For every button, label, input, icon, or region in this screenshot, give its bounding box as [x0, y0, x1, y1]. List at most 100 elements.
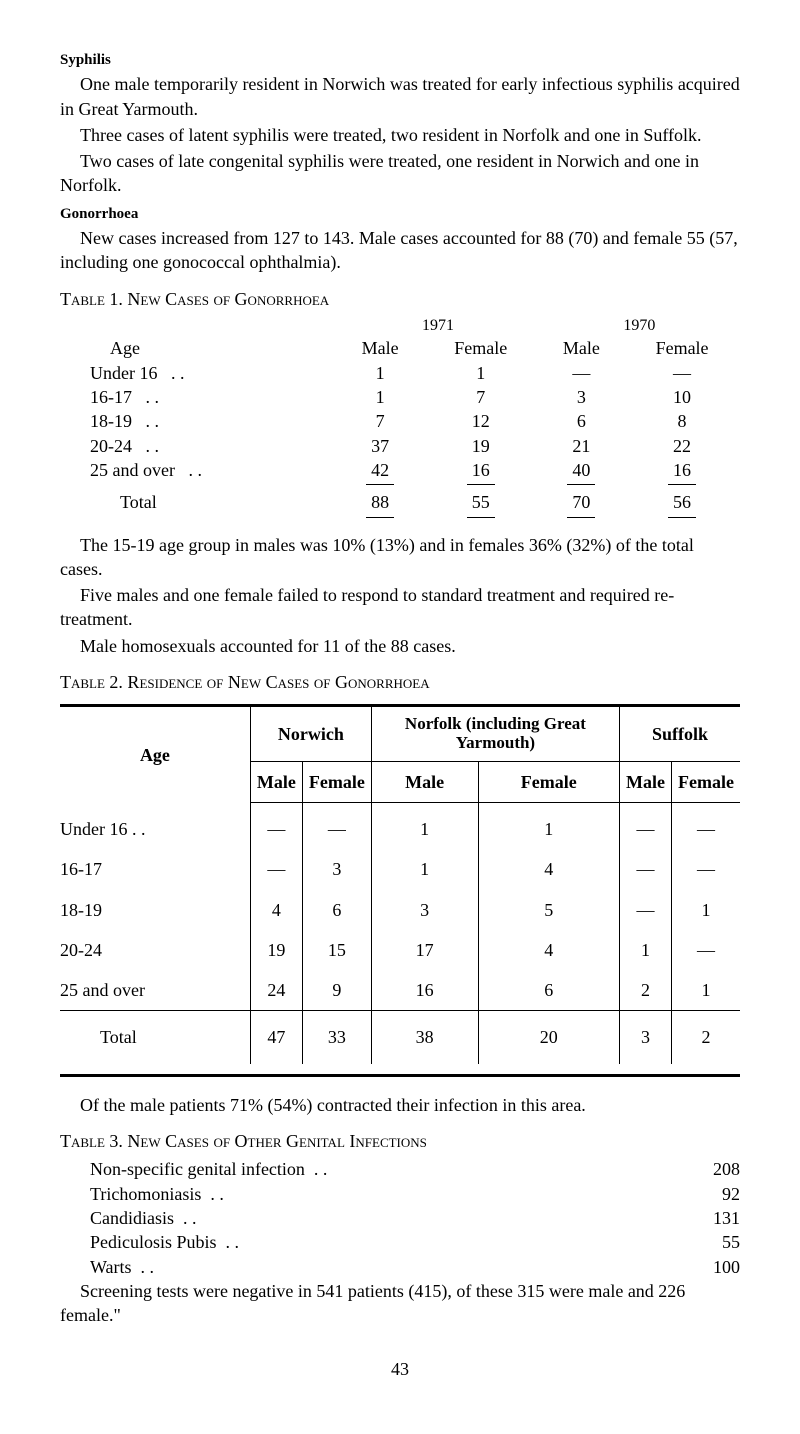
- table1-cell: 16: [624, 458, 740, 482]
- table1-cell: 19: [423, 434, 539, 458]
- table3-value: 55: [690, 1230, 740, 1254]
- table2-cell: 17: [371, 930, 478, 970]
- table2-cell: 1: [672, 970, 740, 1011]
- table2-cell: —: [620, 890, 672, 930]
- table2-cell: 15: [302, 930, 371, 970]
- table2-cell: 24: [250, 970, 302, 1011]
- table2-sub-f0: Female: [302, 761, 371, 802]
- table1-cell: 1: [337, 385, 422, 409]
- table2-after: Of the male patients 71% (54%) contracte…: [60, 1093, 740, 1117]
- table2-cell: 19: [250, 930, 302, 970]
- table2-cell: 4: [478, 849, 620, 889]
- table2-sub-m2: Male: [620, 761, 672, 802]
- table2-cell: 16: [371, 970, 478, 1011]
- syphilis-p3: Two cases of late congenital syphilis we…: [60, 149, 740, 198]
- table1-col-female1: Female: [423, 336, 539, 360]
- table3-after: Screening tests were negative in 541 pat…: [60, 1279, 740, 1328]
- table3-row: Pediculosis Pubis . . 55: [90, 1230, 740, 1254]
- table2-cell: —: [620, 803, 672, 850]
- table1-cell: 22: [624, 434, 740, 458]
- table3-label: Warts . .: [90, 1255, 154, 1279]
- syphilis-p1: One male temporarily resident in Norwich…: [60, 72, 740, 121]
- table2-row-age: Under 16 . .: [60, 803, 250, 850]
- table2-cell: 3: [302, 849, 371, 889]
- table1-cell: 6: [539, 409, 624, 433]
- syphilis-heading: Syphilis: [60, 50, 740, 70]
- table1-year2: 1970: [539, 315, 740, 337]
- table1-cell: 1: [423, 361, 539, 385]
- table3-title: Table 3. New Cases of Other Genital Infe…: [60, 1129, 740, 1153]
- table2-group-0: Norwich: [250, 706, 371, 761]
- table1-after3: Male homosexuals accounted for 11 of the…: [60, 634, 740, 658]
- table2-cell: —: [250, 803, 302, 850]
- table1-row-age: 18-19 . .: [60, 409, 337, 433]
- table2-total-5: 2: [672, 1011, 740, 1064]
- table1-after1: The 15-19 age group in males was 10% (13…: [60, 533, 740, 582]
- table2-cell: 2: [620, 970, 672, 1011]
- table3-value: 100: [690, 1255, 740, 1279]
- table3-row: Non-specific genital infection . . 208: [90, 1157, 740, 1181]
- table3-value: 92: [690, 1182, 740, 1206]
- table2-cell: 6: [302, 890, 371, 930]
- table3-label: Pediculosis Pubis . .: [90, 1230, 239, 1254]
- table1-total-label: Total: [60, 490, 337, 514]
- table1-title: Table 1. New Cases of Gonorrhoea: [60, 287, 740, 311]
- table1-col-male1: Male: [337, 336, 422, 360]
- table1-cell: 16: [423, 458, 539, 482]
- table1-cell: 42: [337, 458, 422, 482]
- table1-row-age: 25 and over . .: [60, 458, 337, 482]
- table2-cell: —: [620, 849, 672, 889]
- table2-row-age: 18-19: [60, 890, 250, 930]
- table2-row-age: 25 and over: [60, 970, 250, 1011]
- table2-cell: —: [672, 849, 740, 889]
- table2-cell: 6: [478, 970, 620, 1011]
- table3-value: 131: [690, 1206, 740, 1230]
- table2-total-0: 47: [250, 1011, 302, 1064]
- gonorrhoea-p1: New cases increased from 127 to 143. Mal…: [60, 226, 740, 275]
- table2-cell: —: [250, 849, 302, 889]
- table2-cell: 9: [302, 970, 371, 1011]
- table2-row-age: 16-17: [60, 849, 250, 889]
- table2-cell: 4: [250, 890, 302, 930]
- table2-col-age: Age: [60, 706, 250, 803]
- table1-total-f1: 55: [423, 490, 539, 514]
- page-number: 43: [60, 1357, 740, 1381]
- table1-row-age: 16-17 . .: [60, 385, 337, 409]
- syphilis-p2: Three cases of latent syphilis were trea…: [60, 123, 740, 147]
- table2: Age Norwich Norfolk (including Great Yar…: [60, 704, 740, 1063]
- table1-total-m2: 70: [539, 490, 624, 514]
- table1-col-age: Age: [60, 336, 337, 360]
- table1-cell: 1: [337, 361, 422, 385]
- table1-row-age: 20-24 . .: [60, 434, 337, 458]
- table2-cell: 1: [371, 849, 478, 889]
- table2-cell: 1: [620, 930, 672, 970]
- table3-label: Trichomoniasis . .: [90, 1182, 224, 1206]
- table2-total-3: 20: [478, 1011, 620, 1064]
- table3-row: Warts . . 100: [90, 1255, 740, 1279]
- table1-cell: 37: [337, 434, 422, 458]
- table2-group-2: Suffolk: [620, 706, 740, 761]
- gonorrhoea-heading: Gonorrhoea: [60, 204, 740, 224]
- table2-sub-m0: Male: [250, 761, 302, 802]
- table2-cell: —: [672, 803, 740, 850]
- table3-row: Trichomoniasis . . 92: [90, 1182, 740, 1206]
- table1-cell: 21: [539, 434, 624, 458]
- table3-label: Non-specific genital infection . .: [90, 1157, 327, 1181]
- table2-cell: 1: [371, 803, 478, 850]
- table3: Non-specific genital infection . . 208 T…: [90, 1157, 740, 1278]
- table3-value: 208: [690, 1157, 740, 1181]
- table2-total-label: Total: [60, 1011, 250, 1064]
- table2-cell: 4: [478, 930, 620, 970]
- table1-cell: 10: [624, 385, 740, 409]
- table3-row: Candidiasis . . 131: [90, 1206, 740, 1230]
- table1-total-f2: 56: [624, 490, 740, 514]
- table2-cell: 5: [478, 890, 620, 930]
- table3-label: Candidiasis . .: [90, 1206, 197, 1230]
- table2-total-2: 38: [371, 1011, 478, 1064]
- table1-cell: 7: [423, 385, 539, 409]
- table2-sub-m1: Male: [371, 761, 478, 802]
- table1-col-female2: Female: [624, 336, 740, 360]
- table2-sub-f1: Female: [478, 761, 620, 802]
- table2-total-1: 33: [302, 1011, 371, 1064]
- table1-after2: Five males and one female failed to resp…: [60, 583, 740, 632]
